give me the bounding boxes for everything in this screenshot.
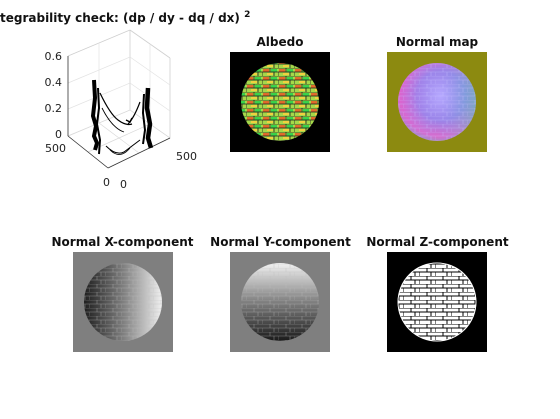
integrability-title: tegrability check: (dp / dy - dq / dx) 2: [0, 10, 270, 25]
normal-x-image[interactable]: [73, 252, 173, 352]
x-tick-1: 500: [176, 150, 197, 163]
albedo-image[interactable]: [230, 52, 330, 152]
integrability-title-text: tegrability check: (dp / dy - dq / dx): [0, 11, 240, 25]
z-tick-1: 0.4: [45, 76, 63, 89]
integrability-title-exponent: 2: [244, 10, 251, 20]
albedo-title: Albedo: [256, 35, 304, 49]
normal-x-title: Normal X-component: [51, 235, 194, 249]
normal-map-title: Normal map: [395, 35, 479, 49]
normal-z-title: Normal Z-component: [366, 235, 509, 249]
integrability-surface-plot[interactable]: 0.6 0.4 0.2 0 500 0 0 500: [40, 28, 210, 198]
x-tick-0: 0: [120, 178, 127, 191]
y-tick-0: 500: [45, 142, 66, 155]
surface-traces: [90, 79, 154, 155]
z-tick-2: 0.2: [45, 102, 63, 115]
normal-y-image[interactable]: [230, 252, 330, 352]
normal-y-title: Normal Y-component: [210, 235, 351, 249]
z-tick-3: 0: [55, 128, 62, 141]
z-tick-0: 0.6: [45, 50, 63, 63]
normal-z-image[interactable]: [387, 252, 487, 352]
normal-map-image[interactable]: [387, 52, 487, 152]
y-tick-1: 0: [103, 176, 110, 189]
